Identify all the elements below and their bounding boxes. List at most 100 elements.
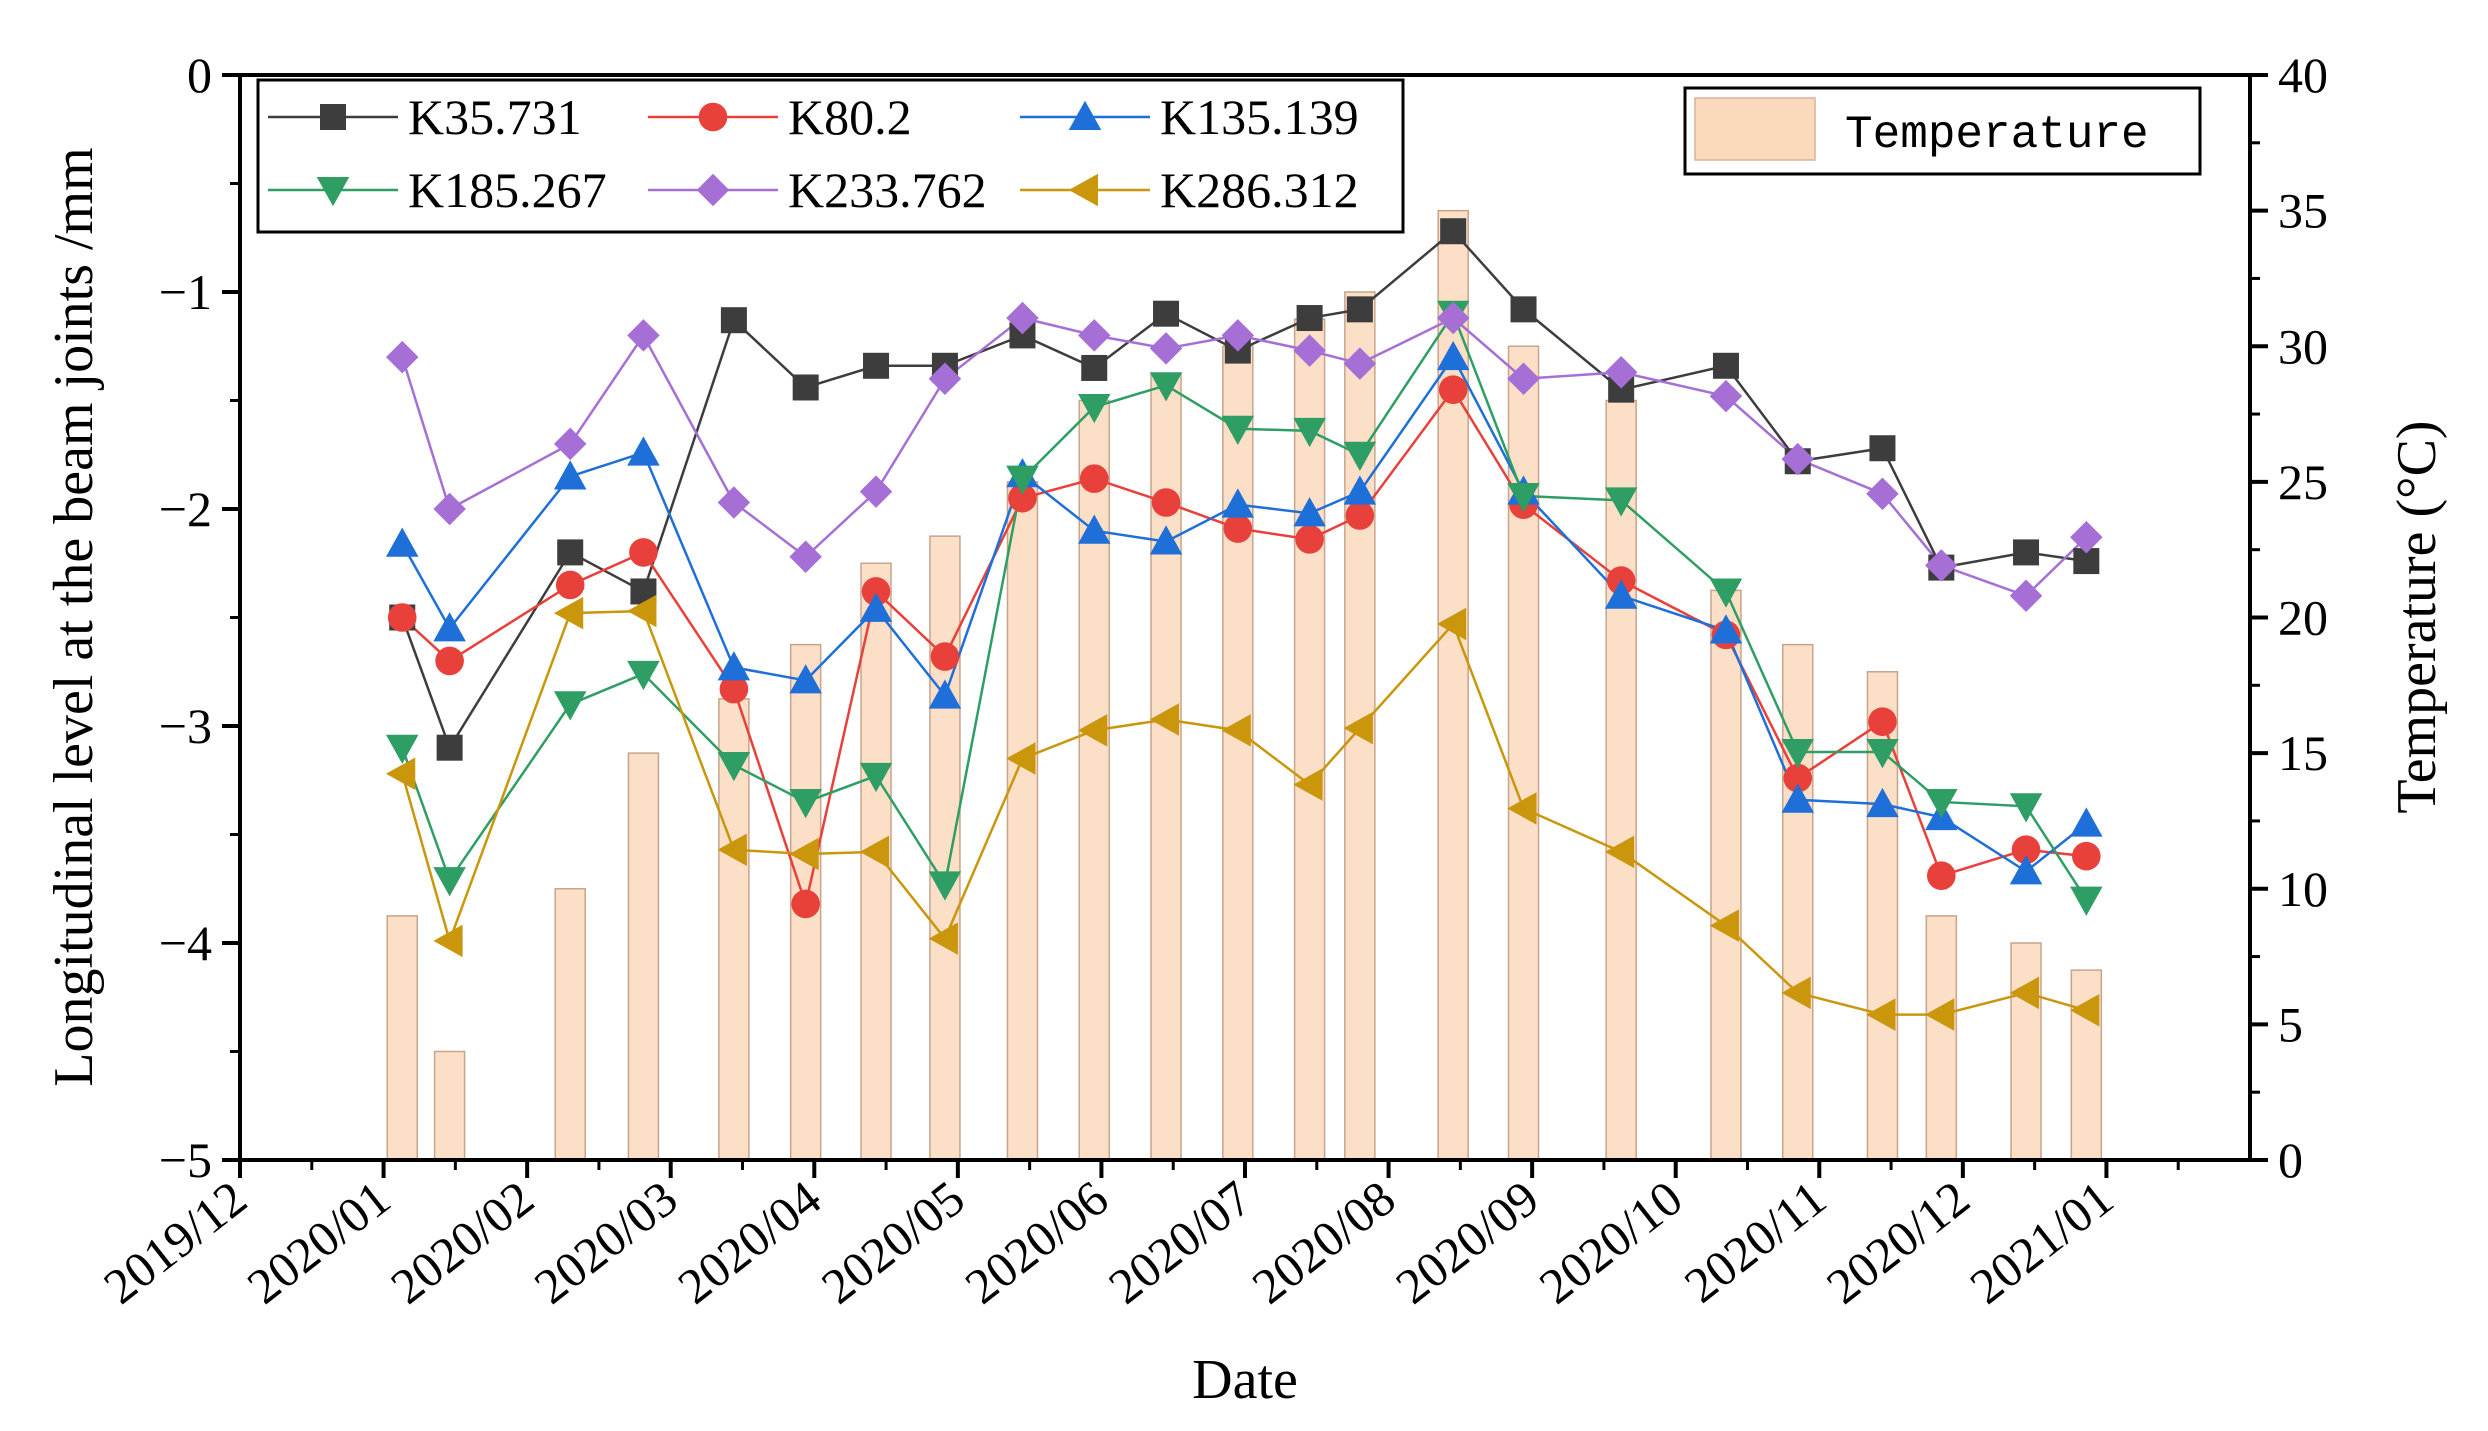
data-point [791, 889, 820, 919]
data-point [1343, 711, 1373, 745]
data-point [1293, 334, 1326, 367]
temperature-bar [1925, 915, 1958, 1161]
data-point [1006, 742, 1036, 775]
temperature-legend: Temperature [1683, 86, 2202, 176]
data-point [1081, 354, 1108, 381]
data-point [1440, 218, 1467, 245]
data-point [1079, 464, 1109, 493]
data-point [717, 833, 747, 866]
data-point [557, 539, 584, 566]
x-tick-label: 2020/05 [811, 1170, 975, 1315]
y2-tick-label: 40 [2278, 47, 2328, 103]
data-point [1604, 356, 1638, 389]
data-point [2070, 994, 2100, 1027]
data-point [1078, 714, 1108, 747]
data-point [859, 592, 893, 622]
data-point [1149, 332, 1183, 365]
temperature-bar [386, 915, 418, 1161]
legend-marker [1068, 173, 1098, 207]
data-point [717, 486, 751, 519]
data-point [387, 603, 417, 632]
legend-label: K185.267 [408, 162, 607, 218]
y2-tick-label: 10 [2278, 861, 2328, 917]
data-point [433, 612, 466, 642]
data-point [1781, 739, 1814, 769]
data-point [928, 679, 962, 709]
data-point [553, 596, 584, 630]
x-axis-title: Date [1192, 1349, 1298, 1411]
data-point [1709, 379, 1743, 413]
legend-item-K185.267: K185.267 [268, 162, 607, 218]
data-point [2070, 807, 2103, 837]
y-tick-label: −4 [159, 915, 212, 971]
data-point [789, 837, 819, 871]
data-point [1781, 976, 1811, 1010]
data-point [1712, 352, 1739, 379]
data-point [1604, 487, 1638, 517]
data-point [629, 538, 658, 567]
data-point [2009, 855, 2043, 885]
data-point [385, 527, 419, 557]
data-point [627, 436, 660, 466]
x-tick-label: 2020/11 [1674, 1170, 1836, 1314]
legend-item-K286.312: K286.312 [1020, 162, 1359, 218]
data-point [1436, 607, 1467, 641]
data-point [627, 319, 660, 352]
data-point [2011, 835, 2041, 864]
legend-label: K233.762 [788, 162, 987, 218]
legend-label: K35.731 [408, 89, 582, 145]
y-tick-label: 0 [187, 47, 212, 103]
data-point [433, 924, 463, 958]
data-point [1343, 475, 1377, 505]
data-point [1925, 549, 1958, 582]
legend-label: K135.139 [1160, 89, 1359, 145]
data-point [1149, 525, 1183, 555]
data-point [1078, 514, 1111, 544]
data-point [928, 362, 962, 396]
data-point [1293, 768, 1323, 801]
data-point [1345, 501, 1375, 530]
data-point [1866, 739, 1899, 769]
data-point [2009, 793, 2043, 823]
data-point [1221, 488, 1255, 518]
data-point [1221, 714, 1251, 747]
x-tick-label: 2019/12 [93, 1170, 257, 1315]
data-point [1149, 372, 1183, 402]
series-markers [385, 218, 2103, 1031]
data-point [1149, 703, 1180, 736]
y2-axis-title: Temperature (°C) [2386, 420, 2448, 813]
data-point [1221, 319, 1255, 352]
data-point [859, 762, 893, 793]
data-point [1507, 362, 1540, 396]
data-point [2009, 976, 2040, 1010]
data-point [1153, 300, 1180, 327]
legend-item-K233.762: K233.762 [648, 162, 987, 218]
data-point [861, 577, 891, 606]
data-point [627, 660, 660, 691]
data-point [1343, 441, 1377, 471]
data-point [1604, 579, 1638, 609]
data-point [1006, 301, 1039, 335]
x-tick-label: 2020/07 [1098, 1170, 1262, 1315]
data-point [1008, 483, 1037, 513]
data-point [553, 691, 587, 721]
data-point [717, 651, 751, 681]
x-tick-label: 2020/04 [667, 1170, 831, 1315]
data-point [553, 427, 587, 461]
data-point [1925, 788, 1958, 819]
data-point [1296, 305, 1323, 332]
data-point [1436, 340, 1470, 371]
data-point [930, 642, 960, 671]
data-point [2009, 579, 2043, 613]
data-point [1078, 394, 1111, 424]
series-legend-box [256, 78, 1405, 234]
y-tick-label: −1 [159, 264, 212, 320]
data-point [1343, 347, 1377, 380]
data-point [1223, 514, 1253, 543]
x-tick-label: 2020/03 [524, 1170, 688, 1315]
data-point [2013, 539, 2040, 566]
legend-marker [696, 173, 730, 207]
temperature-bar [929, 535, 961, 1161]
data-point [1925, 998, 1955, 1031]
data-point [859, 475, 893, 508]
